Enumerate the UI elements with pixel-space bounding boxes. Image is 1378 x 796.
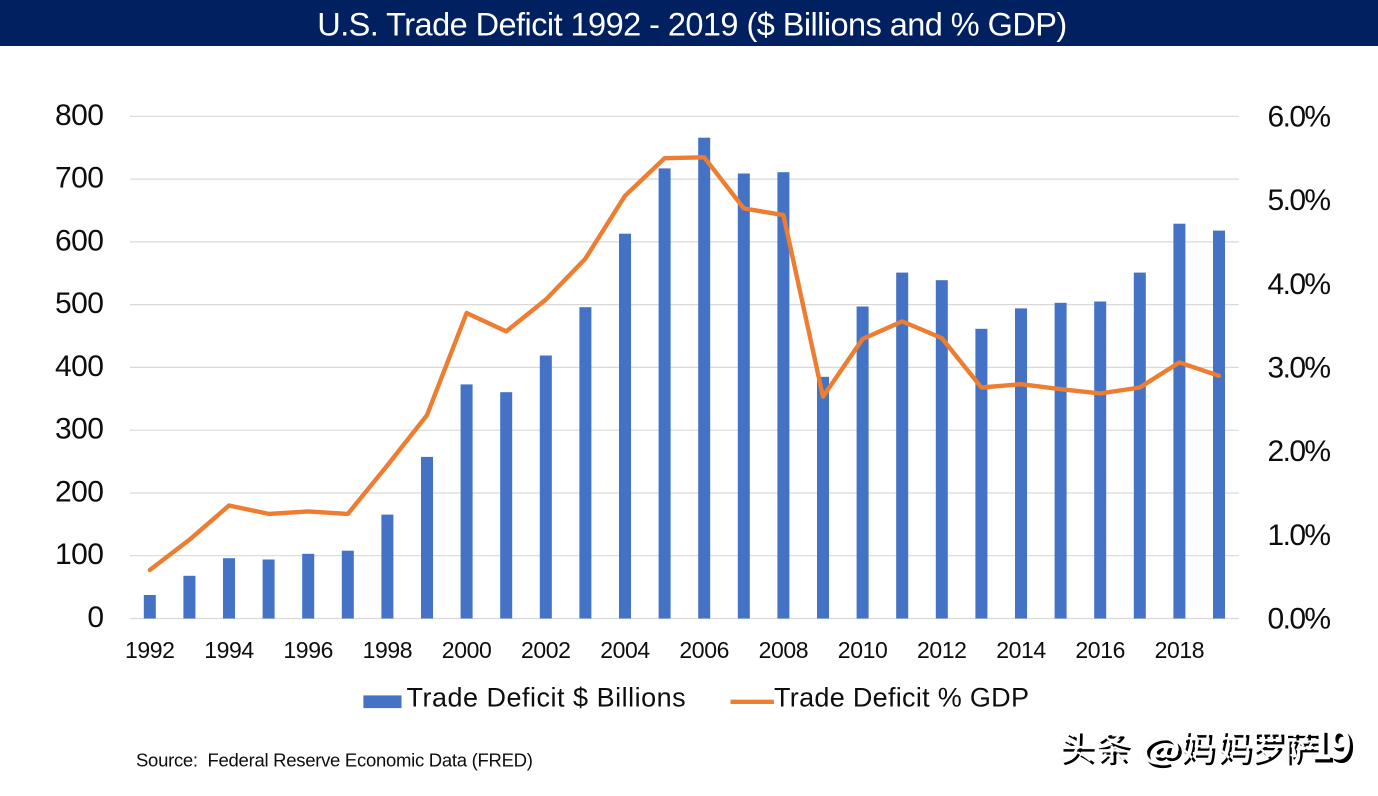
svg-text:2004: 2004 [600,637,650,663]
svg-text:1992: 1992 [125,637,175,663]
svg-text:100: 100 [55,538,104,571]
svg-text:1994: 1994 [204,637,254,663]
svg-text:300: 300 [55,413,104,446]
svg-text:2008: 2008 [759,637,809,663]
svg-text:2002: 2002 [521,637,571,663]
svg-text:1.0%: 1.0% [1268,519,1331,552]
svg-text:0.0%: 0.0% [1268,603,1331,636]
svg-text:600: 600 [55,224,104,257]
svg-text:1998: 1998 [363,637,413,663]
svg-text:Source: Federal Reserve Econo: Source: Federal Reserve Economic Data (F… [136,750,533,771]
svg-text:U.S. Trade Deficit 1992 - 2019: U.S. Trade Deficit 1992 - 2019 ($ Billio… [317,7,1066,43]
svg-text:2012: 2012 [917,637,967,663]
svg-text:2.0%: 2.0% [1268,435,1331,468]
svg-text:1996: 1996 [283,637,333,663]
svg-text:0: 0 [87,601,103,634]
svg-text:6.0%: 6.0% [1268,101,1331,134]
svg-text:500: 500 [55,287,104,320]
svg-text:700: 700 [55,162,104,195]
svg-text:200: 200 [55,476,104,509]
svg-text:4.0%: 4.0% [1268,268,1331,301]
svg-text:400: 400 [55,350,104,383]
svg-text:Trade Deficit $ Billions: Trade Deficit $ Billions [407,683,687,713]
svg-text:Trade Deficit % GDP: Trade Deficit % GDP [774,683,1029,713]
svg-text:2016: 2016 [1075,637,1125,663]
svg-text:5.0%: 5.0% [1268,184,1331,217]
svg-text:800: 800 [55,99,104,132]
svg-text:2018: 2018 [1155,637,1205,663]
svg-text:2000: 2000 [442,637,492,663]
svg-text:2014: 2014 [996,637,1046,663]
svg-text:2010: 2010 [838,637,888,663]
svg-text:3.0%: 3.0% [1268,352,1331,385]
svg-text:2006: 2006 [679,637,729,663]
